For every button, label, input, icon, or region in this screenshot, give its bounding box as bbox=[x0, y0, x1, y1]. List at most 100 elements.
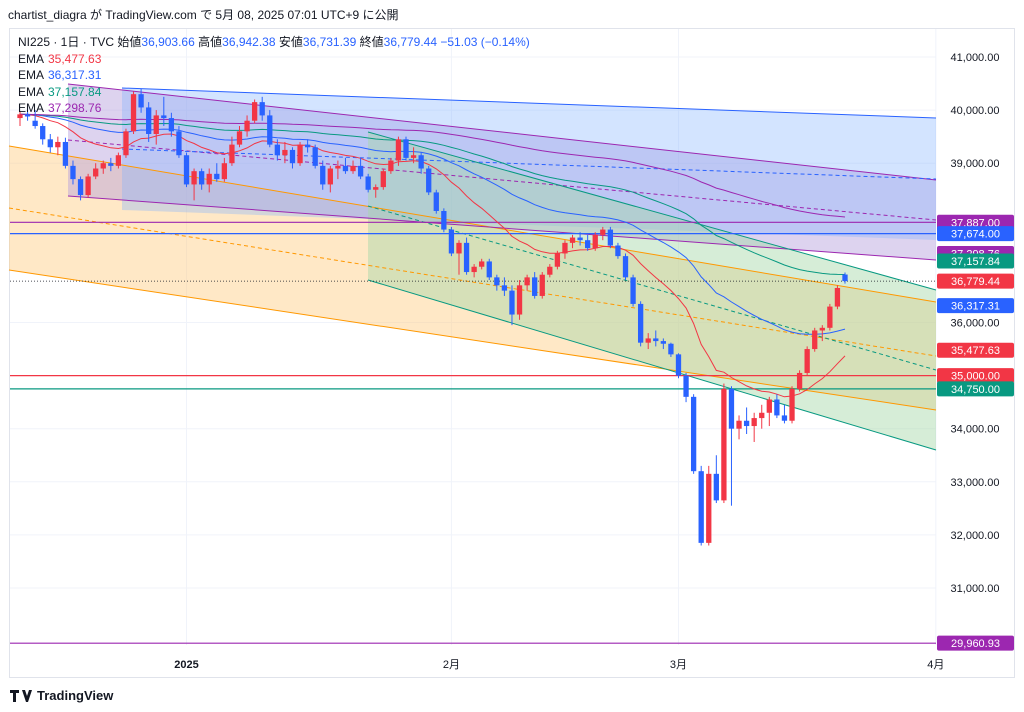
candle bbox=[516, 280, 523, 320]
green-channel-top bbox=[367, 131, 937, 291]
candle bbox=[70, 160, 76, 185]
symbol-label: NI225 · 1日 · TVC bbox=[18, 35, 115, 49]
candle bbox=[585, 234, 591, 251]
candle bbox=[297, 141, 303, 166]
ema-row-1: EMA 35,477.63 bbox=[18, 51, 530, 68]
candle bbox=[789, 386, 795, 424]
green-channel-bottom bbox=[367, 279, 937, 451]
candle bbox=[441, 208, 447, 233]
candle bbox=[153, 110, 159, 145]
candle bbox=[774, 394, 780, 419]
y-tick-label: 31,000.00 bbox=[951, 583, 1000, 595]
price-badge-text: 29,960.93 bbox=[951, 638, 1000, 650]
purple-channel-zone bbox=[68, 84, 936, 260]
candle bbox=[77, 176, 84, 201]
candle bbox=[373, 184, 379, 198]
high-value: 36,942.38 bbox=[222, 35, 276, 49]
y-tick-label: 33,000.00 bbox=[951, 477, 1000, 489]
candle bbox=[713, 455, 719, 504]
candle bbox=[47, 133, 53, 153]
candle bbox=[214, 163, 220, 182]
ema-value: 35,477.63 bbox=[48, 51, 102, 66]
orange-channel-mid bbox=[8, 207, 937, 357]
candle bbox=[176, 126, 182, 158]
price-badge: 35,477.63 bbox=[937, 342, 1014, 358]
candle bbox=[743, 407, 750, 435]
candle bbox=[199, 168, 205, 190]
candle bbox=[690, 394, 697, 474]
candle bbox=[547, 264, 553, 278]
candle bbox=[486, 258, 492, 281]
candle bbox=[289, 147, 296, 169]
horizontal-levels bbox=[10, 221, 936, 644]
candle bbox=[812, 327, 818, 352]
candle bbox=[342, 157, 349, 174]
candle bbox=[161, 96, 167, 127]
price-badge: 29,960.93 bbox=[937, 635, 1014, 651]
price-badge: 36,317.31 bbox=[937, 298, 1014, 314]
candle bbox=[819, 325, 825, 342]
candle bbox=[244, 115, 250, 137]
candle bbox=[320, 160, 326, 190]
candle bbox=[17, 111, 23, 127]
candle bbox=[600, 226, 606, 241]
candle bbox=[24, 107, 31, 121]
candle bbox=[827, 303, 833, 331]
candle bbox=[834, 285, 841, 310]
candle bbox=[622, 253, 629, 281]
candle bbox=[501, 277, 508, 296]
legend: NI225 · 1日 · TVC 始値36,903.66 高値36,942.38… bbox=[18, 34, 530, 117]
candle bbox=[168, 112, 175, 137]
candle bbox=[335, 160, 341, 180]
ema-line bbox=[19, 113, 846, 398]
purple-channel-top bbox=[67, 83, 937, 181]
tradingview-footer[interactable]: TradingView bbox=[10, 688, 113, 703]
candle bbox=[100, 160, 106, 174]
low-label: 安値 bbox=[278, 35, 303, 49]
ema-row-3: EMA 37,157.84 bbox=[18, 84, 530, 101]
candle bbox=[410, 147, 417, 164]
candle bbox=[267, 110, 273, 148]
candle bbox=[251, 99, 258, 124]
chart-frame[interactable] bbox=[9, 28, 1015, 678]
candles bbox=[17, 88, 848, 546]
candle bbox=[85, 173, 91, 198]
candle bbox=[471, 264, 477, 278]
orange-channel-zone bbox=[9, 146, 936, 410]
price-badge-text: 35,477.63 bbox=[951, 345, 1000, 357]
candle bbox=[115, 152, 122, 169]
candle bbox=[479, 258, 485, 270]
candle bbox=[706, 465, 712, 546]
candle bbox=[539, 272, 545, 299]
tradingview-logo-icon bbox=[10, 689, 32, 702]
candle bbox=[312, 144, 318, 169]
price-badges: 37,887.0037,674.0037,298.7637,157.8436,7… bbox=[937, 214, 1014, 651]
candle bbox=[32, 110, 38, 129]
candle bbox=[448, 226, 455, 257]
candle bbox=[380, 168, 386, 190]
candle bbox=[221, 157, 228, 182]
ohlc-row: NI225 · 1日 · TVC 始値36,903.66 高値36,942.38… bbox=[18, 34, 530, 51]
close-value: 36,779.44 bbox=[383, 35, 438, 49]
candle bbox=[327, 165, 333, 193]
y-tick-label: 39,000.00 bbox=[951, 158, 1000, 170]
ema-label: EMA bbox=[18, 68, 45, 82]
candle bbox=[426, 165, 432, 196]
price-badge: 37,157.84 bbox=[937, 253, 1014, 269]
ema-label: EMA bbox=[18, 51, 45, 66]
candle bbox=[274, 139, 280, 161]
price-badge-text: 34,750.00 bbox=[951, 384, 1000, 396]
candle bbox=[456, 240, 462, 275]
y-tick-label: 32,000.00 bbox=[951, 530, 1000, 542]
ema-value: 37,298.76 bbox=[48, 101, 102, 115]
candle bbox=[55, 136, 61, 156]
price-badge: 37,674.00 bbox=[937, 226, 1014, 242]
high-label: 高値 bbox=[198, 35, 223, 49]
blue-channel-top bbox=[121, 87, 937, 119]
candle bbox=[615, 242, 621, 259]
candle bbox=[259, 96, 265, 121]
candle bbox=[562, 240, 568, 259]
x-tick-label: 3月 bbox=[670, 659, 687, 671]
candle bbox=[304, 139, 311, 153]
